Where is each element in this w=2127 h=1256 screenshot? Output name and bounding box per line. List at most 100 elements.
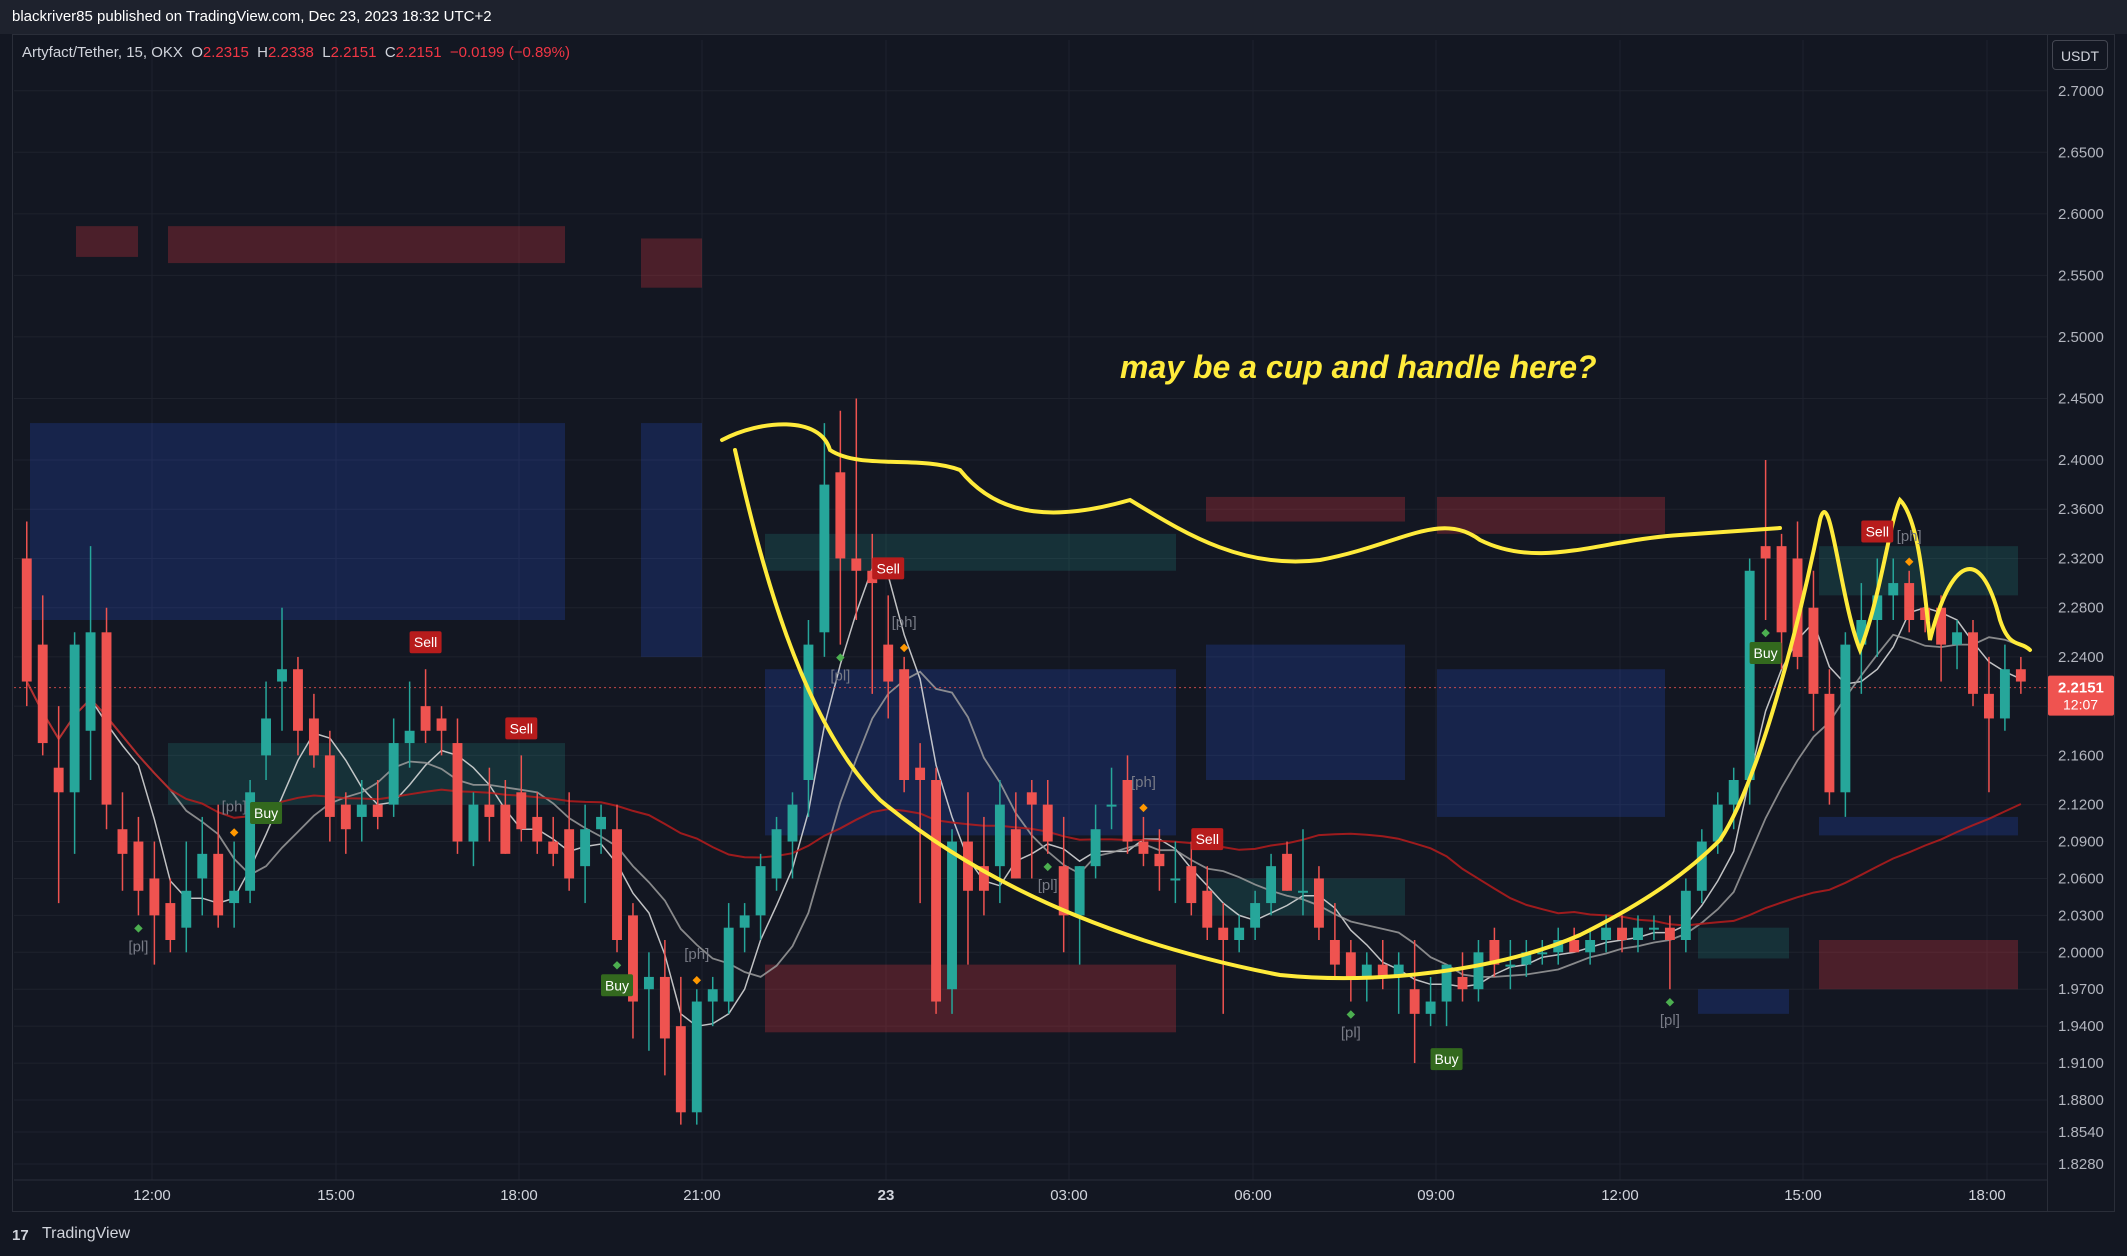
footer: 17 TradingView [0,1212,2127,1256]
candle [1537,940,1548,965]
candle-body [978,866,989,891]
candle-body [1042,804,1053,842]
candle [1888,558,1899,620]
candle-body [580,829,591,867]
candle-body [1952,632,1962,645]
price-tick-label: 2.5000 [2058,329,2104,346]
candle-body [564,829,575,879]
candle-body [596,816,607,830]
candle-body [1186,866,1197,904]
candle-body [548,841,559,854]
price-tick-label: 2.1200 [2058,797,2104,814]
brand-label[interactable]: TradingView [42,1225,131,1242]
candle-body [468,804,479,842]
countdown-label: 12:07 [2063,697,2098,713]
zone-box [641,238,702,288]
candle [1984,656,1994,793]
candle [500,780,511,854]
candle [819,423,830,657]
candle-body [915,767,926,780]
price-axis-ticks: 2.7000 2.6500 2.6000 2.5500 2.5000 2.4500 2.40… [2048,83,2114,1173]
open-value: 2.2315 [202,44,249,61]
price-tick-label: 2.0600 [2058,870,2104,887]
time-tick-label: 15:00 [1784,1187,1822,1204]
candle-body [835,472,846,559]
ohlc-legend: Artyfact/Tether, 15, OKX O2.2315 H2.2338… [22,44,570,61]
candle-body [245,792,256,891]
candle [468,792,479,867]
candle-body [819,484,830,633]
candle-body [1569,940,1580,953]
price-tick-label: 2.0900 [2058,834,2104,851]
candle-body [1361,964,1372,977]
price-tick-label: 1.9400 [2058,1018,2104,1035]
pivot-label: [ph] [222,799,247,816]
zone-box [168,226,565,264]
candle [1952,620,1962,670]
candle-body [1377,964,1388,977]
candle-body [1585,940,1596,953]
candle [643,952,654,1051]
candle [803,620,814,817]
buy-signal-tag [601,974,634,997]
publish-header: blackriver85 published on TradingView.co… [0,0,2127,34]
candle-body [1393,964,1404,977]
candle-body [691,1001,702,1113]
candle [628,903,638,1039]
pivot-label: [ph] [1897,528,1922,545]
candle [1010,792,1021,879]
candle-body [1250,903,1261,928]
candle-body [277,669,287,682]
price-tick-label: 2.3600 [2058,501,2104,518]
buy-signal-label: Buy [1754,645,1778,661]
candle [1680,878,1691,953]
chart-frame[interactable] [12,34,2115,1212]
candle-body [1441,964,1452,1002]
candle [675,976,686,1125]
pivot-diamond [836,653,845,662]
time-tick-label: 15:00 [317,1187,355,1204]
candle [1393,952,1404,1014]
candle-body [1345,952,1356,977]
price-tick-label: 1.9100 [2058,1055,2104,1072]
candle [1792,521,1803,670]
candle-body [1888,583,1899,596]
candle [277,607,287,731]
candle [596,804,607,854]
cup-and-handle-drawing: may be a cup and handle here? [720,349,2032,981]
candle-body [931,780,942,1002]
candle [21,521,32,707]
candle [1377,940,1388,990]
candlesticks [21,398,2026,1125]
candle-body [1010,829,1021,879]
pivot-and-signal-marks: [pl][ph][pl][ph][pl][ph][pl][ph][pl][pl]… [128,520,1922,1071]
time-tick-label: 18:00 [500,1187,538,1204]
candle [978,816,989,916]
time-tick-label: 12:00 [1601,1187,1639,1204]
candle-body [436,718,447,731]
currency-button[interactable]: USDT [2052,40,2108,70]
candle-body [1026,792,1037,805]
candle-body [69,644,80,793]
candle-body [324,755,335,817]
price-axis[interactable] [2047,34,2116,1212]
candle [388,718,399,817]
candle [1218,903,1229,1014]
price-tick-label: 1.9700 [2058,981,2104,998]
price-tick-label: 2.2400 [2058,649,2104,666]
candle-body [628,915,638,1002]
candle [149,841,160,965]
candle [1329,903,1340,977]
price-tick-label: 2.7000 [2058,83,2104,100]
candle-body [404,730,415,744]
candle-body [1728,780,1739,805]
sell-signal-tag [1861,520,1894,543]
candle [516,755,527,842]
candle-body [420,706,431,731]
sell-signal-tag [1191,828,1224,851]
candle [1441,964,1452,1027]
candle [994,780,1005,904]
candle [1904,570,1915,633]
tradingview-logo-icon[interactable]: 17 [12,1227,29,1244]
